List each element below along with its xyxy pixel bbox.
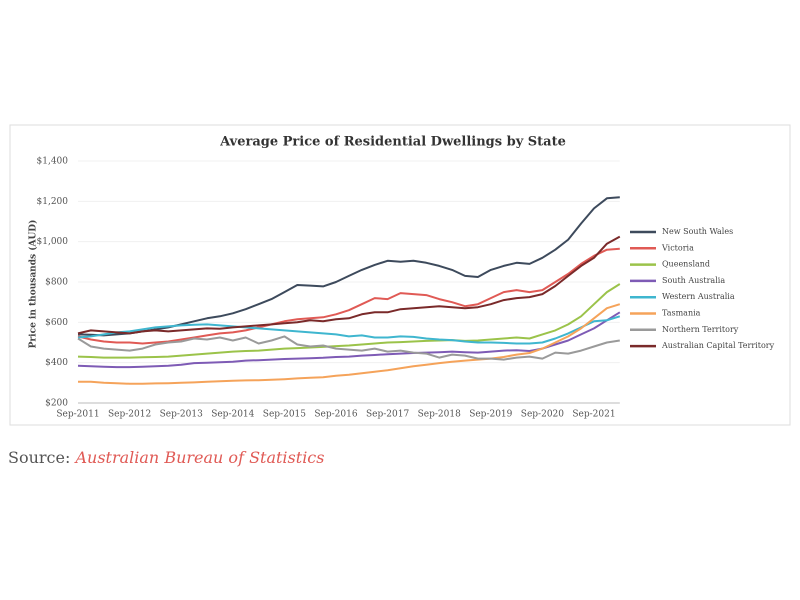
- legend-label: Tasmania: [662, 309, 701, 318]
- x-tick-label: Sep-2017: [366, 410, 409, 420]
- series-line: [77, 235, 621, 335]
- x-tick-label: Sep-2019: [469, 410, 512, 420]
- legend-label: South Australia: [662, 276, 725, 285]
- x-tick-label: Sep-2018: [418, 410, 461, 420]
- legend-label: Western Australia: [662, 292, 735, 301]
- x-tick-label: Sep-2013: [160, 410, 203, 420]
- source-link[interactable]: Australian Bureau of Statistics: [75, 448, 325, 467]
- chart: Average Price of Residential Dwellings b…: [9, 124, 791, 426]
- x-tick-label: Sep-2021: [572, 410, 615, 420]
- y-tick-label: $800: [45, 278, 68, 288]
- series-line: [77, 283, 621, 359]
- series-line: [77, 315, 621, 345]
- legend-label: Australian Capital Territory: [661, 341, 775, 350]
- y-tick-label: $1,400: [37, 157, 69, 167]
- chart-frame: [9, 124, 791, 426]
- legend-label: Victoria: [661, 243, 694, 252]
- legend-label: Northern Territory: [662, 325, 739, 334]
- y-tick-label: $1,200: [37, 197, 69, 207]
- legend-label: New South Wales: [662, 227, 733, 236]
- chart-title: Average Price of Residential Dwellings b…: [219, 135, 566, 150]
- source-prefix: Source:: [8, 448, 71, 467]
- x-tick-label: Sep-2016: [314, 410, 357, 420]
- y-tick-label: $1,000: [37, 237, 69, 247]
- series-line: [77, 311, 621, 369]
- y-tick-label: $400: [45, 358, 68, 368]
- x-tick-label: Sep-2011: [56, 410, 99, 420]
- source: Source: Australian Bureau of Statistics: [8, 448, 324, 467]
- y-tick-label: $200: [45, 399, 68, 409]
- y-tick-label: $600: [45, 318, 68, 328]
- x-tick-label: Sep-2015: [263, 410, 306, 420]
- x-tick-label: Sep-2020: [521, 410, 564, 420]
- series-line: [78, 303, 621, 385]
- x-tick-label: Sep-2014: [211, 410, 254, 420]
- y-axis-label: Price in thousands (AUD): [28, 220, 39, 349]
- x-tick-label: Sep-2012: [108, 410, 151, 420]
- legend-label: Queensland: [662, 260, 710, 269]
- series-line: [77, 335, 620, 361]
